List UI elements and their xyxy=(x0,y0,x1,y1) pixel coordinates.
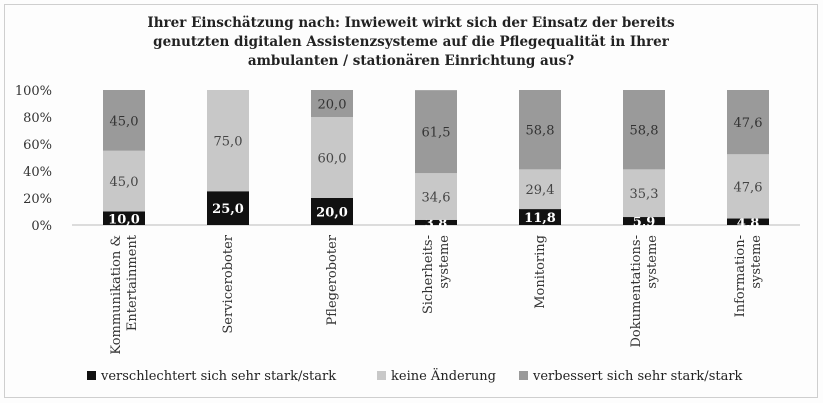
data-label: 58,8 xyxy=(630,124,659,139)
legend-label: verschlechtert sich sehr stark/stark xyxy=(100,369,336,384)
legend-swatch xyxy=(87,371,96,380)
data-label: 60,0 xyxy=(318,152,347,167)
y-tick-label: 20% xyxy=(23,192,52,207)
data-label: 5,9 xyxy=(633,215,656,230)
data-label: 61,5 xyxy=(422,126,451,141)
bar-segment xyxy=(311,90,353,117)
data-label: 20,0 xyxy=(316,206,348,221)
bar-segment xyxy=(311,198,353,225)
bar-segment xyxy=(415,173,457,220)
chart-frame xyxy=(4,4,818,398)
category-label-line: Kommunikation & xyxy=(109,235,124,355)
y-tick-label: 40% xyxy=(23,165,52,180)
category-label: Monitoring xyxy=(533,235,548,309)
category-label-line: Pflegeroboter xyxy=(325,234,340,325)
category-label: Information-systeme xyxy=(733,235,764,318)
data-label: 45,0 xyxy=(110,114,139,129)
category-label-line: Dokumentations- xyxy=(629,235,644,348)
bar-segment xyxy=(415,90,457,174)
data-label: 47,6 xyxy=(734,116,763,131)
bar-segment xyxy=(519,169,561,210)
y-tick-label: 80% xyxy=(23,111,52,126)
legend-item: keine Änderung xyxy=(377,367,496,384)
bar-segment xyxy=(207,191,249,225)
data-label: 11,8 xyxy=(524,211,556,226)
data-label: 20,0 xyxy=(318,98,347,113)
data-label: 4,8 xyxy=(737,216,760,231)
category-label: Kommunikation & Entertainment xyxy=(109,234,140,354)
bar-segment xyxy=(519,209,561,225)
category-label-line: Sicherheits- xyxy=(421,235,436,314)
category-label-line: Monitoring xyxy=(533,235,548,309)
data-label: 34,6 xyxy=(422,191,451,206)
data-label: 25,0 xyxy=(212,202,244,217)
bar-segment xyxy=(103,90,145,151)
chart-title-line-2: genutzten digitalen Assistenzsysteme auf… xyxy=(153,34,670,50)
y-tick-label: 0% xyxy=(31,219,52,234)
y-tick-label: 60% xyxy=(23,138,52,153)
bar-segment xyxy=(519,90,561,170)
legend-item: verschlechtert sich sehr stark/stark xyxy=(87,369,336,384)
data-label: 35,3 xyxy=(630,187,659,202)
bars: 10,0 45,0 45,0 25,0 75,0 20,0 60,0 20,0 3,8 34,6 6… xyxy=(103,90,769,231)
bar-segment xyxy=(207,90,249,192)
category-label-line: systeme xyxy=(437,235,452,289)
bar-segment xyxy=(727,154,769,219)
legend: verschlechtert sich sehr stark/stark kein… xyxy=(87,367,743,384)
legend-item: verbessert sich sehr stark/stark xyxy=(519,369,743,384)
chart-title-line-1: Ihrer Einschätzung nach: Inwieweit wirkt… xyxy=(147,15,675,31)
category-label: Dokumentations-systeme xyxy=(629,235,660,348)
category-label-line: systeme xyxy=(749,235,764,289)
chart-title: Ihrer Einschätzung nach: Inwieweit wirkt… xyxy=(147,15,675,69)
category-label: Sicherheits-systeme xyxy=(421,235,452,314)
legend-swatch xyxy=(377,371,386,380)
bar-segment xyxy=(623,217,665,225)
category-label-line: Entertainment xyxy=(125,234,140,331)
data-label: 58,8 xyxy=(526,124,555,139)
bar-segment xyxy=(727,218,769,225)
chart-title-line-3: ambulanten / stationären Einrichtung aus… xyxy=(248,53,574,69)
data-label: 29,4 xyxy=(526,183,555,198)
category-label-line: Information- xyxy=(733,235,748,317)
category-label-line: systeme xyxy=(645,235,660,289)
bar-segment xyxy=(727,90,769,155)
data-label: 47,6 xyxy=(734,180,763,195)
data-label: 45,0 xyxy=(110,175,139,190)
y-tick-label: 100% xyxy=(15,84,52,99)
category-label-line: Serviceroboter xyxy=(221,234,236,333)
data-label: 10,0 xyxy=(108,212,140,227)
bar-segment xyxy=(623,90,665,170)
bar-segment xyxy=(415,219,457,225)
data-label: 75,0 xyxy=(214,135,243,150)
legend-label: keine Änderung xyxy=(391,367,496,384)
bar-segment xyxy=(623,169,665,218)
category-label: Pflegeroboter xyxy=(325,234,340,325)
category-label: Serviceroboter xyxy=(221,234,236,333)
bar-segment xyxy=(103,150,145,212)
legend-label: verbessert sich sehr stark/stark xyxy=(532,369,743,384)
x-axis-categories: Kommunikation & Entertainment Servicerobot… xyxy=(109,234,764,354)
bar-segment xyxy=(311,117,353,198)
data-label: 3,8 xyxy=(425,216,448,231)
bar-segment xyxy=(103,211,145,225)
legend-swatch xyxy=(519,371,528,380)
